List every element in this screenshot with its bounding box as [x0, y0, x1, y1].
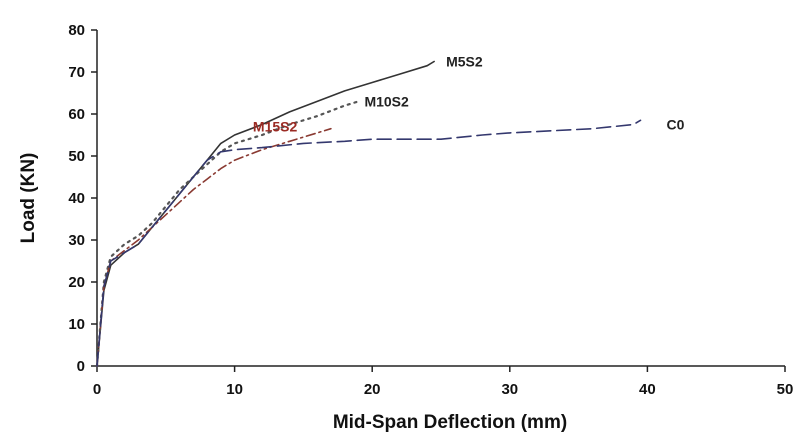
series-label-c0: C0 — [667, 116, 685, 132]
y-tick-label: 30 — [68, 232, 85, 249]
y-tick-label: 50 — [68, 148, 85, 165]
series-line-c0 — [96, 119, 642, 367]
y-tick-label: 0 — [77, 358, 85, 375]
x-tick-label: 40 — [639, 381, 656, 398]
y-tick-label: 10 — [68, 316, 85, 333]
y-tick-label: 70 — [68, 64, 85, 81]
x-tick-label: 20 — [364, 381, 381, 398]
x-axis-title: Mid-Span Deflection (mm) — [333, 412, 567, 433]
series-label-m15s2: M15S2 — [253, 119, 298, 135]
y-axis-title: Load (KN) — [18, 153, 39, 244]
plot-area: 0 10 20 30 40 50 60 70 80 0 10 20 30 40 50 M5S2 M10S2 M15… — [68, 22, 793, 398]
x-tick-label: 0 — [93, 381, 101, 398]
y-tick-label: 80 — [68, 22, 85, 39]
x-tick-label: 50 — [777, 381, 794, 398]
y-tick-label: 20 — [68, 274, 85, 291]
x-tick-label: 30 — [501, 381, 518, 398]
series-line-m15s2 — [96, 127, 332, 367]
series-label-m5s2: M5S2 — [446, 54, 483, 70]
y-tick-label: 40 — [68, 190, 85, 207]
x-tick-label: 10 — [226, 381, 243, 398]
y-tick-label: 60 — [68, 106, 85, 123]
series-label-m10s2: M10S2 — [364, 93, 409, 109]
